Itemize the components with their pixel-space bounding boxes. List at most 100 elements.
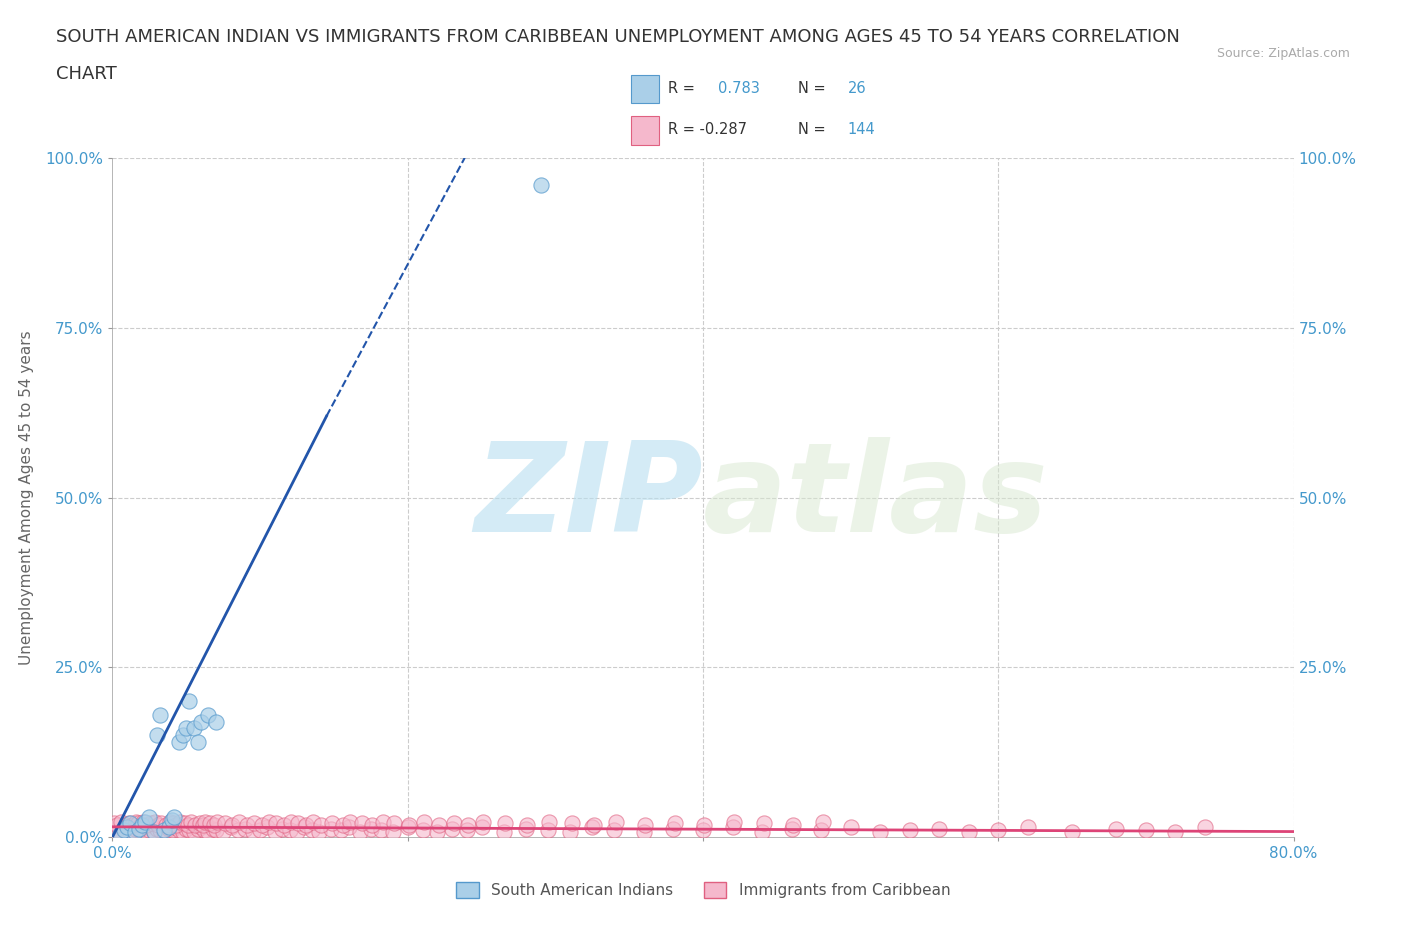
Point [811, 815, 834, 830]
Point [219, 819, 242, 834]
Point [125, 815, 148, 830]
Point [148, 817, 170, 832]
Point [633, 824, 655, 839]
Point [193, 823, 215, 838]
Point [138, 809, 160, 824]
Point [198, 816, 221, 830]
Point [723, 815, 745, 830]
Point [1135, 823, 1157, 838]
Point [160, 823, 183, 838]
Text: 26: 26 [848, 82, 866, 97]
Point [249, 823, 271, 838]
Point [172, 824, 194, 839]
Point [157, 819, 180, 834]
Point [257, 815, 280, 830]
Point [134, 819, 156, 834]
Point [129, 817, 152, 832]
Point [120, 816, 142, 830]
Point [191, 817, 214, 832]
Point [603, 823, 626, 838]
Point [221, 817, 243, 832]
Point [173, 816, 195, 830]
Point [494, 816, 516, 830]
Point [165, 817, 187, 832]
Point [295, 817, 318, 832]
Point [384, 816, 406, 830]
Point [250, 817, 273, 832]
Point [1194, 819, 1216, 834]
Point [301, 823, 323, 838]
Point [515, 821, 537, 836]
Point [287, 816, 309, 830]
Point [174, 821, 197, 836]
Point [309, 817, 332, 832]
Point [319, 821, 342, 836]
Point [153, 823, 176, 838]
Point [114, 817, 136, 832]
Point [233, 821, 256, 836]
Point [472, 815, 495, 830]
Point [256, 819, 278, 834]
Point [135, 817, 157, 832]
Point [187, 821, 209, 836]
Point [456, 823, 478, 838]
Point [396, 819, 419, 834]
Point [110, 815, 132, 830]
Point [132, 815, 155, 830]
Point [529, 178, 551, 193]
Point [105, 817, 128, 832]
Point [271, 821, 294, 836]
Point [183, 721, 205, 736]
Point [190, 819, 212, 834]
Point [179, 694, 201, 709]
Point [169, 815, 191, 830]
Text: R =: R = [668, 82, 695, 97]
Point [411, 823, 433, 838]
Point [167, 735, 190, 750]
Point [104, 824, 127, 839]
Point [605, 815, 627, 830]
Point [538, 815, 561, 830]
Point [721, 819, 744, 834]
Point [127, 816, 149, 830]
Point [308, 824, 330, 839]
Point [470, 819, 494, 834]
Point [664, 816, 686, 830]
Point [751, 824, 773, 839]
Point [236, 817, 259, 832]
Point [457, 817, 479, 832]
Point [492, 824, 515, 839]
Point [157, 821, 180, 836]
Point [349, 824, 371, 839]
Text: 144: 144 [848, 122, 876, 137]
Point [142, 824, 165, 839]
Point [183, 824, 205, 839]
Point [184, 817, 207, 832]
Point [194, 815, 217, 830]
Point [339, 815, 361, 830]
Point [561, 816, 583, 830]
Point [264, 824, 287, 839]
Point [179, 823, 201, 838]
Text: N =: N = [799, 82, 825, 97]
Point [634, 817, 657, 832]
Bar [631, 74, 659, 103]
Point [443, 816, 465, 830]
Point [197, 708, 219, 723]
Point [108, 826, 131, 841]
Point [201, 821, 224, 836]
Point [242, 824, 264, 839]
Point [172, 727, 194, 742]
Point [427, 817, 450, 832]
Point [212, 824, 235, 839]
Point [516, 817, 538, 832]
Point [987, 823, 1010, 838]
Point [108, 826, 131, 841]
Point [266, 816, 288, 830]
Point [337, 819, 360, 834]
Point [180, 815, 202, 830]
Point [1105, 821, 1128, 836]
Point [382, 824, 405, 839]
Point [138, 823, 160, 838]
Point [360, 821, 382, 836]
